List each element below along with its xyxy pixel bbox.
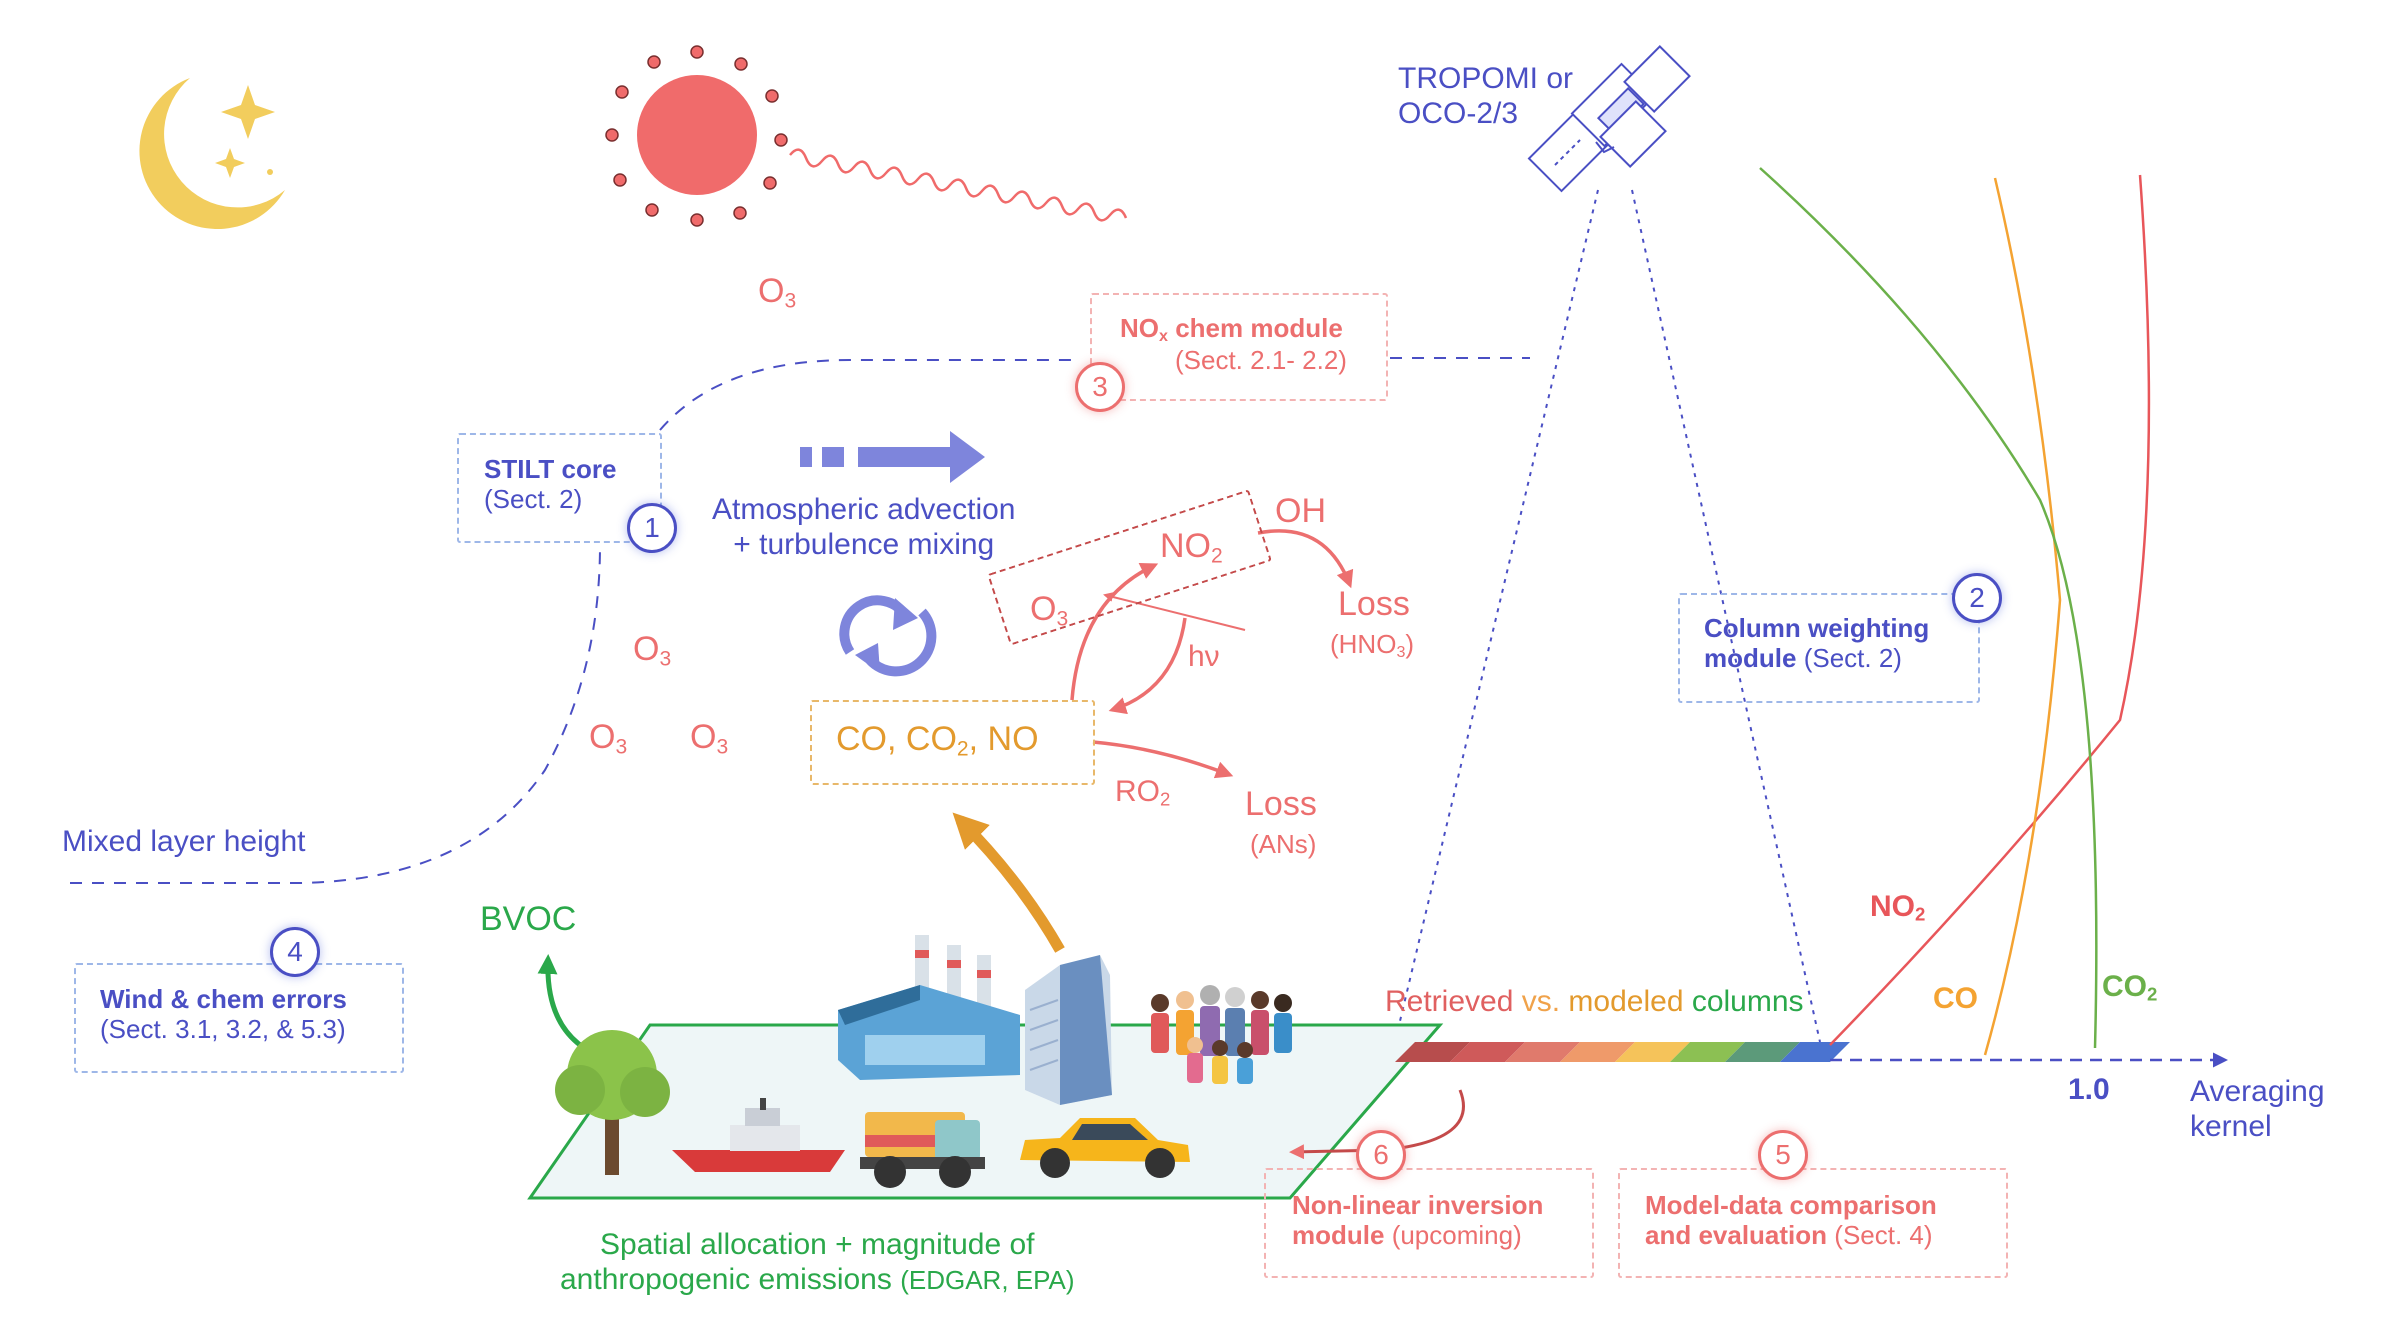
photolysis-label: hν bbox=[1188, 640, 1220, 673]
satellite-label: TROPOMI or OCO-2/3 bbox=[1398, 62, 1573, 131]
emission-arrow bbox=[952, 812, 1065, 953]
sun-icon bbox=[605, 45, 788, 227]
emissions-caption: Spatial allocation + magnitude of anthro… bbox=[560, 1228, 1075, 1296]
nox-module-box bbox=[1090, 293, 1388, 401]
satellite-view-left bbox=[1394, 189, 1599, 1043]
species-label: CO, CO2, NO bbox=[836, 720, 1039, 761]
loss-hno3-title: Loss bbox=[1338, 585, 1410, 623]
stilt-module-label: STILT core (Sect. 2) bbox=[484, 454, 617, 514]
column-color-bar bbox=[1395, 1042, 1850, 1062]
building-icon bbox=[1025, 955, 1112, 1105]
star-icon bbox=[215, 85, 275, 178]
inversion-module-box bbox=[1264, 1168, 1594, 1278]
kernel-axis-label: Averaging kernel bbox=[2190, 1075, 2325, 1143]
inversion-module-label: Non-linear inversion module (upcoming) bbox=[1292, 1190, 1544, 1250]
stilt-module-box bbox=[457, 433, 662, 543]
comparison-module-box bbox=[1618, 1168, 2008, 1278]
ozone-label: O3 bbox=[633, 630, 672, 671]
kernel-curve-co2 bbox=[1759, 167, 2098, 1049]
car-icon bbox=[1020, 1118, 1190, 1178]
ship-icon bbox=[672, 1098, 845, 1172]
no2-label: NO2 bbox=[1160, 527, 1223, 568]
moon-icon bbox=[139, 78, 285, 230]
columns-legend: Retrieved vs. modeled columns bbox=[1385, 985, 1804, 1018]
module-number-badge: 5 bbox=[1758, 1130, 1808, 1180]
chemistry-arrows bbox=[1070, 529, 1354, 779]
ozone-label: O3 bbox=[758, 272, 797, 313]
kernel-tick-label: 1.0 bbox=[2068, 1073, 2110, 1106]
module-number-badge: 4 bbox=[270, 927, 320, 977]
errors-module-box bbox=[74, 963, 404, 1073]
column-module-box bbox=[1678, 593, 1980, 703]
ro2-label: RO2 bbox=[1115, 775, 1171, 810]
bvoc-label: BVOC bbox=[480, 900, 577, 938]
satellite-label-line1: TROPOMI or bbox=[1398, 62, 1574, 95]
tree-icon bbox=[555, 1030, 670, 1175]
module-number-badge: 1 bbox=[627, 503, 677, 553]
loss-ans-title: Loss bbox=[1245, 785, 1317, 823]
o3-label: O3 bbox=[1030, 590, 1069, 631]
mixed-layer-label: Mixed layer height bbox=[62, 825, 306, 858]
comparison-module-label: Model-data comparison and evaluation (Se… bbox=[1645, 1190, 1937, 1250]
errors-module-label: Wind & chem errors (Sect. 3.1, 3.2, & 5.… bbox=[100, 984, 347, 1044]
kernel-label-no2: NO2 bbox=[1870, 890, 1926, 925]
factory-icon bbox=[838, 935, 1020, 1080]
truck-icon bbox=[860, 1112, 985, 1188]
module-number-badge: 3 bbox=[1075, 362, 1125, 412]
sunlight-wave bbox=[789, 148, 1128, 222]
people-icon bbox=[1151, 985, 1292, 1084]
satellite-label-line2: OCO-2/3 bbox=[1398, 96, 1519, 130]
mixing-icon bbox=[839, 595, 937, 677]
advection-arrow bbox=[800, 431, 985, 483]
kernel-label-co: CO bbox=[1933, 982, 1978, 1015]
kernel-curve-no2 bbox=[1829, 174, 2151, 1046]
ozone-label: O3 bbox=[690, 718, 729, 759]
module-number-badge: 6 bbox=[1356, 1130, 1406, 1180]
kernel-label-co2: CO2 bbox=[2102, 970, 2158, 1005]
species-box bbox=[810, 700, 1095, 785]
mixed-layer-curve bbox=[70, 357, 1530, 884]
ozone-label: O3 bbox=[589, 718, 628, 759]
oh-label: OH bbox=[1275, 492, 1326, 530]
module-number-badge: 2 bbox=[1952, 573, 2002, 623]
satellite-icon bbox=[1527, 45, 1691, 193]
nox-module-label: NOx chem module (Sect. 2.1- 2.2) bbox=[1120, 313, 1347, 375]
advection-label: Atmospheric advection + turbulence mixin… bbox=[712, 493, 1016, 561]
column-module-label: Column weighting module (Sect. 2) bbox=[1704, 613, 1930, 673]
loss-ans-detail: (ANs) bbox=[1250, 829, 1317, 859]
loss-hno3-detail: (HNO3) bbox=[1330, 629, 1415, 662]
kernel-curve-co bbox=[1983, 177, 2062, 1056]
